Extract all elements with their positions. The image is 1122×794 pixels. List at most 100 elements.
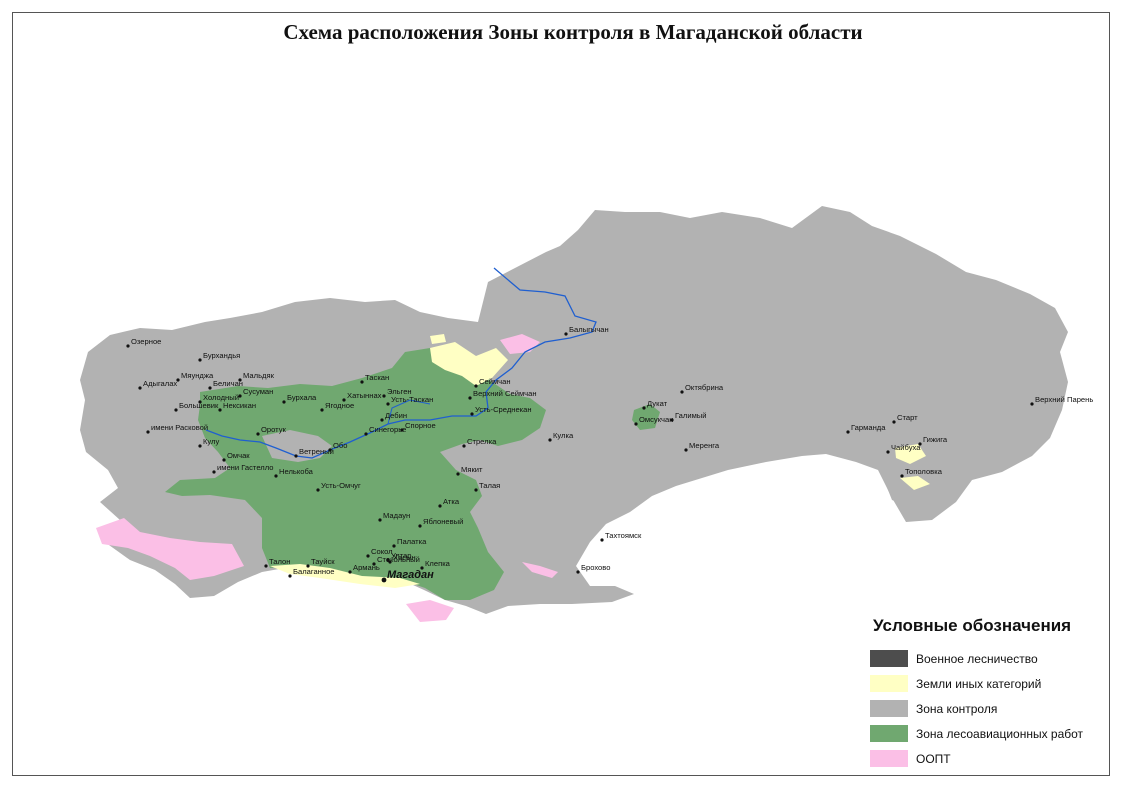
settlement-label: Мякит bbox=[461, 465, 483, 474]
settlement-marker bbox=[222, 458, 226, 462]
settlement-marker bbox=[470, 412, 474, 416]
settlement-label: Талон bbox=[269, 557, 290, 566]
settlement-label: Кулу bbox=[203, 437, 219, 446]
legend-swatch bbox=[870, 650, 908, 667]
settlement-label: Стрелка bbox=[467, 437, 497, 446]
settlement: Мяунджа bbox=[176, 371, 214, 382]
settlement-marker bbox=[918, 442, 922, 446]
legend: Условные обозначения Военное лесничество… bbox=[870, 616, 1108, 771]
settlement: Омсукчан bbox=[634, 415, 673, 426]
legend-label: Зона лесоавиационных работ bbox=[916, 726, 1084, 741]
settlement-marker bbox=[382, 394, 386, 398]
settlement-label: Верхний Сеймчан bbox=[473, 389, 537, 398]
aviation-zone-area bbox=[165, 348, 546, 600]
settlement: Омчак bbox=[222, 451, 250, 462]
settlement-label: Галимый bbox=[675, 411, 707, 420]
settlement: Мякит bbox=[456, 465, 483, 476]
settlement-marker bbox=[198, 444, 202, 448]
settlement: Атка bbox=[438, 497, 460, 508]
settlement-label: Хасын bbox=[393, 553, 416, 562]
settlement: Бурхала bbox=[282, 393, 317, 404]
settlement-label: Оротук bbox=[261, 425, 287, 434]
settlement: Усть-Омчуг bbox=[316, 481, 361, 492]
settlement-marker bbox=[238, 394, 242, 398]
protected-area-coast bbox=[522, 562, 558, 578]
settlement-marker bbox=[642, 406, 646, 410]
settlement-label: Тополовка bbox=[905, 467, 943, 476]
settlement-marker bbox=[386, 402, 390, 406]
settlement-marker bbox=[600, 538, 604, 542]
settlement-marker bbox=[208, 386, 212, 390]
settlement-marker bbox=[420, 566, 424, 570]
settlement: Гарманда bbox=[846, 423, 886, 434]
settlement-marker bbox=[372, 562, 376, 566]
settlement-label: Сеймчан bbox=[479, 377, 511, 386]
legend-label: ООПТ bbox=[916, 751, 951, 766]
settlements: Озерное Бурхандья Мальдяк Мяунджа Адыгалах Бе… bbox=[126, 325, 1093, 583]
settlement: Адыгалах bbox=[138, 379, 177, 390]
settlement: Тахтоямск bbox=[600, 531, 642, 542]
settlement: Сеймчан bbox=[474, 377, 511, 388]
settlement: Кулу bbox=[198, 437, 219, 448]
settlement: Нелькоба bbox=[274, 467, 314, 478]
settlement-marker bbox=[138, 386, 142, 390]
settlement-marker bbox=[892, 420, 896, 424]
settlement: имени Расковой bbox=[146, 423, 208, 434]
settlement: Галимый bbox=[670, 411, 707, 422]
settlement-marker bbox=[288, 574, 292, 578]
settlement-label: Стекольный bbox=[377, 555, 420, 564]
settlement-label: Брохово bbox=[581, 563, 610, 572]
settlement: Балаганное bbox=[288, 567, 335, 578]
settlement-marker bbox=[474, 488, 478, 492]
settlement: Брохово bbox=[576, 563, 610, 574]
settlement: Гижига bbox=[918, 435, 948, 446]
other-lands-gizhiga bbox=[895, 444, 926, 464]
settlement: Нексикан bbox=[218, 401, 256, 412]
settlement: Обо bbox=[328, 441, 347, 452]
settlement-label: Тауйск bbox=[311, 557, 335, 566]
settlement-label: Нексикан bbox=[223, 401, 256, 410]
settlement: Верхний Сеймчан bbox=[468, 389, 537, 400]
settlement-marker bbox=[274, 474, 278, 478]
settlement-label: Бурхала bbox=[287, 393, 317, 402]
settlement: Эльген bbox=[382, 387, 412, 398]
settlement-label: Магадан bbox=[387, 569, 434, 581]
other-lands-topolovka bbox=[900, 476, 930, 490]
settlement-marker bbox=[366, 554, 370, 558]
legend-title: Условные обозначения bbox=[873, 616, 1072, 635]
settlement: Спорное bbox=[400, 421, 436, 432]
settlement-marker bbox=[564, 332, 568, 336]
settlement-marker bbox=[381, 577, 387, 583]
settlement-marker bbox=[264, 564, 268, 568]
settlement: Мальдяк bbox=[238, 371, 275, 382]
settlement-marker bbox=[198, 358, 202, 362]
settlement: Сусуман bbox=[238, 387, 273, 398]
settlement-marker bbox=[900, 474, 904, 478]
settlement-marker bbox=[316, 488, 320, 492]
settlement-label: Мяунджа bbox=[181, 371, 214, 380]
settlement-label: Талая bbox=[479, 481, 500, 490]
settlement-label: Усть-Таскан bbox=[391, 395, 433, 404]
control-zone-enclave bbox=[262, 430, 332, 462]
legend-label: Военное лесничество bbox=[916, 651, 1038, 666]
settlement-label: Хатыннах bbox=[347, 391, 382, 400]
settlement-marker bbox=[176, 378, 180, 382]
settlement-label: Сокол bbox=[371, 547, 393, 556]
settlement: Клепка bbox=[420, 559, 451, 570]
settlement-label: Гижига bbox=[923, 435, 948, 444]
settlement-marker bbox=[680, 390, 684, 394]
settlement-marker bbox=[282, 400, 286, 404]
settlement: Большевик bbox=[174, 401, 219, 412]
settlement-label: Мальдяк bbox=[243, 371, 275, 380]
settlement-marker bbox=[886, 450, 890, 454]
settlement-marker bbox=[462, 444, 466, 448]
settlement: Хасын bbox=[388, 553, 416, 564]
river-tributary bbox=[387, 399, 431, 425]
settlement: Чайбуха bbox=[886, 443, 921, 454]
settlement-marker bbox=[294, 454, 298, 458]
settlement-label: Холодный bbox=[203, 393, 239, 402]
settlement-label: Балаганное bbox=[293, 567, 335, 576]
settlement: Меренга bbox=[684, 441, 720, 452]
other-lands-coast bbox=[270, 564, 420, 588]
settlement: Оротук bbox=[256, 425, 287, 436]
